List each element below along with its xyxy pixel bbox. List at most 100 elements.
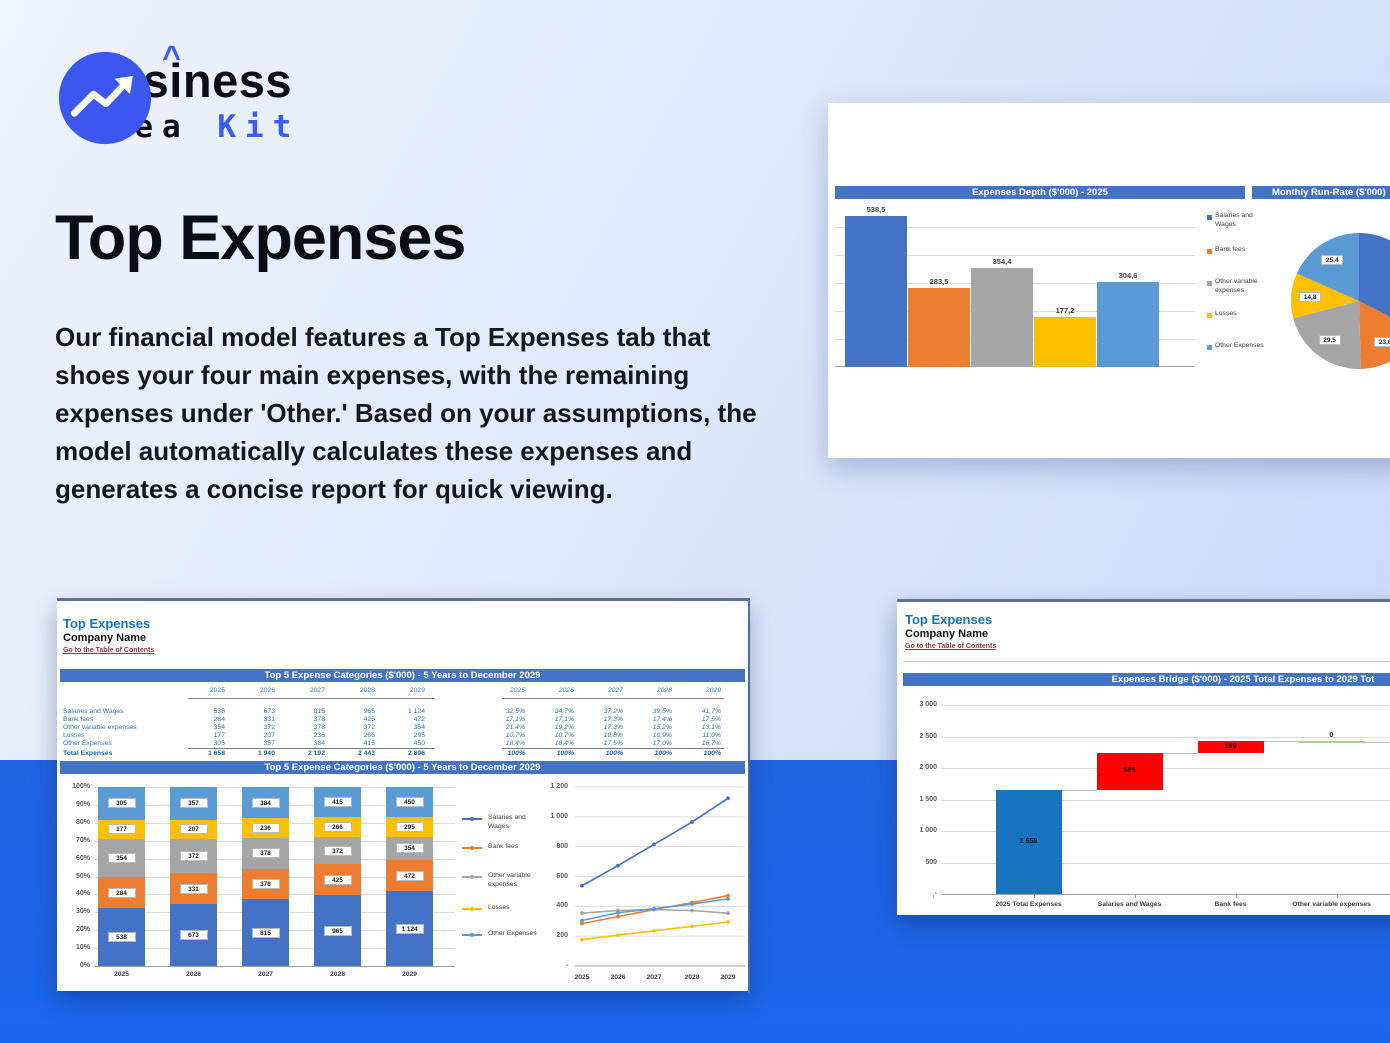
table-row: Other variable expenses 354 372 378 372 354 21… bbox=[57, 724, 748, 732]
total-value-cell: 1 940 bbox=[257, 750, 275, 757]
table-rule bbox=[188, 698, 435, 699]
legend-item: Bank fees bbox=[462, 843, 558, 864]
pct-cell: 13,1% bbox=[701, 724, 721, 731]
pct-cell: 11,0% bbox=[702, 732, 721, 739]
x-axis-label: 2029 bbox=[401, 971, 418, 978]
row-label: Other variable expenses bbox=[63, 724, 137, 731]
data-point bbox=[726, 796, 730, 801]
segment-label: 538 bbox=[107, 931, 136, 942]
y-axis-label: 80% bbox=[75, 818, 90, 826]
y-axis-label: 1 500 bbox=[919, 795, 937, 803]
axis-tick bbox=[1236, 895, 1237, 898]
legend-swatch bbox=[1207, 215, 1212, 220]
x-axis-label: 2026 bbox=[610, 974, 626, 981]
segment-label: 295 bbox=[395, 821, 424, 832]
data-point bbox=[690, 820, 694, 824]
pct-cell: 37,2% bbox=[603, 708, 623, 715]
depth-bar-label: 283,5 bbox=[929, 276, 949, 286]
waterfall-bar-label: 585 bbox=[1123, 767, 1136, 775]
legend-swatch bbox=[1207, 313, 1212, 318]
legend-dot bbox=[470, 846, 474, 850]
legend-dot bbox=[470, 875, 474, 879]
value-cell: 305 bbox=[213, 740, 225, 747]
pct-cell: 34,7% bbox=[554, 708, 574, 715]
gridline bbox=[942, 862, 1390, 864]
segment-label: 965 bbox=[323, 925, 352, 936]
data-point bbox=[726, 920, 730, 924]
table-of-contents-link[interactable]: Go to the Table of Contents bbox=[63, 647, 155, 654]
y-axis-label: - bbox=[565, 962, 568, 969]
legend-dot bbox=[470, 817, 474, 821]
value-cell: 357 bbox=[263, 740, 275, 747]
value-cell: 965 bbox=[363, 708, 375, 715]
table-of-contents-link[interactable]: Go to the Table of Contents bbox=[905, 643, 997, 650]
data-point bbox=[580, 921, 584, 926]
value-cell: 354 bbox=[213, 724, 225, 731]
value-cell: 177 bbox=[213, 732, 225, 739]
gridline bbox=[835, 254, 1195, 256]
y-axis-label: 0% bbox=[79, 962, 90, 969]
line-chart-svg bbox=[575, 786, 745, 967]
data-point bbox=[652, 906, 656, 911]
y-axis-label: 40% bbox=[75, 890, 90, 898]
segment-label: 372 bbox=[179, 851, 208, 862]
connector-line bbox=[1364, 741, 1390, 743]
screenshot-top5-categories-card: Top Expenses Company Name Go to the Tabl… bbox=[57, 601, 748, 991]
total-pct-cell: 100% bbox=[654, 750, 672, 757]
legend-dot bbox=[470, 933, 474, 937]
table-row: Losses 177 207 236 266 295 10,7% 10,7% 10,8% 10,9… bbox=[57, 732, 748, 740]
x-axis-label: 2028 bbox=[329, 971, 346, 978]
legend-label: Losses bbox=[1215, 310, 1237, 317]
value-cell: 815 bbox=[313, 708, 325, 715]
x-axis-line bbox=[942, 894, 1390, 895]
y-axis-label: 60% bbox=[75, 854, 90, 862]
year-header: 2027 bbox=[607, 687, 623, 694]
pct-cell: 15,2% bbox=[652, 724, 672, 731]
depth-bar-chart: 538,5 283,5 354,4 177,2 304,6 bbox=[835, 205, 1195, 367]
pie-slice bbox=[1359, 301, 1390, 369]
segment-label: 815 bbox=[251, 927, 280, 938]
bridge-edge-top bbox=[897, 599, 1390, 602]
y-axis-label: 90% bbox=[75, 800, 90, 808]
y-axis-label: 500 bbox=[925, 858, 937, 866]
pct-cell: 39,5% bbox=[652, 708, 672, 715]
year-header: 2025 bbox=[509, 687, 525, 694]
depth-bar bbox=[1034, 317, 1096, 367]
pie-slice bbox=[1293, 301, 1361, 369]
pie-slice bbox=[1359, 233, 1390, 317]
legend-label: Other variable expenses bbox=[1215, 278, 1258, 294]
pie-label: 29,5 bbox=[1318, 335, 1341, 346]
pie-label: 25,4 bbox=[1321, 254, 1344, 265]
value-cell: 331 bbox=[263, 716, 275, 723]
legend-item: Bank fees bbox=[1203, 246, 1313, 266]
gridline bbox=[942, 736, 1390, 738]
connector-line bbox=[1263, 740, 1299, 742]
legend-swatch bbox=[1207, 249, 1212, 254]
legend-label: Other variable expenses bbox=[488, 872, 531, 888]
depth-bar-label: 304,6 bbox=[1118, 270, 1138, 280]
total-value-cell: 2 696 bbox=[407, 750, 425, 757]
total-value-cell: 2 443 bbox=[357, 750, 375, 757]
y-axis-label: 600 bbox=[556, 872, 568, 880]
waterfall-bar bbox=[995, 789, 1062, 894]
sheet-edge-right bbox=[748, 598, 750, 993]
pct-cell: 16,7% bbox=[701, 740, 721, 747]
axis-tick bbox=[933, 895, 934, 898]
row-label: Bank fees bbox=[63, 716, 94, 723]
waterfall-bar-label: 0 bbox=[1329, 731, 1334, 739]
gridline bbox=[942, 768, 1390, 769]
legend-swatch bbox=[1207, 281, 1212, 286]
legend-item: Salaries and Wages bbox=[462, 814, 558, 835]
x-axis-label: Other variable expenses bbox=[1292, 901, 1371, 908]
pct-cell: 10,9% bbox=[652, 732, 672, 739]
table-year-row: 2025 2025 2026 2026 2027 2027 2028 2028 2029 2029 bbox=[57, 687, 748, 695]
pct-cell: 17,3% bbox=[603, 724, 623, 731]
waterfall-bar-label: 189 bbox=[1224, 742, 1237, 750]
gridline bbox=[942, 831, 1390, 832]
x-axis-label: 2028 bbox=[684, 974, 700, 981]
legend-label: Bank fees bbox=[488, 843, 519, 850]
y-axis-label: 30% bbox=[75, 908, 90, 916]
data-point bbox=[652, 842, 656, 847]
pct-cell: 17,5% bbox=[603, 740, 623, 747]
pct-cell: 17,5% bbox=[701, 716, 721, 723]
